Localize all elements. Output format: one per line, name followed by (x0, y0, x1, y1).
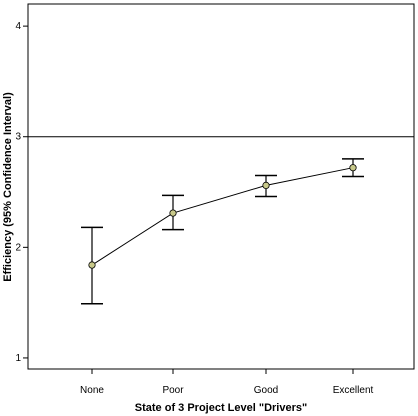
y-axis-ticks: 1 2 3 4 (15, 21, 28, 364)
y-axis-title: Efficiency (95% Confidence Interval) (2, 92, 14, 282)
y-tick-label: 2 (15, 242, 21, 253)
x-axis-title: State of 3 Project Level "Drivers" (135, 402, 307, 414)
x-tick-label: None (80, 385, 104, 396)
mean-point (169, 209, 177, 217)
mean-point (262, 181, 270, 189)
y-tick-label: 3 (15, 132, 21, 143)
y-tick-label: 1 (15, 353, 21, 364)
plot-frame (27, 3, 415, 370)
mean-point (349, 164, 357, 172)
mean-line (91, 167, 354, 266)
mean-point (88, 261, 96, 269)
mean-points (88, 164, 357, 269)
x-tick-label: Excellent (333, 385, 374, 396)
y-tick-label: 4 (15, 21, 21, 32)
x-axis-ticks: None Poor Good Excellent (80, 369, 374, 396)
x-tick-label: Poor (162, 385, 184, 396)
x-tick-label: Good (254, 385, 278, 396)
